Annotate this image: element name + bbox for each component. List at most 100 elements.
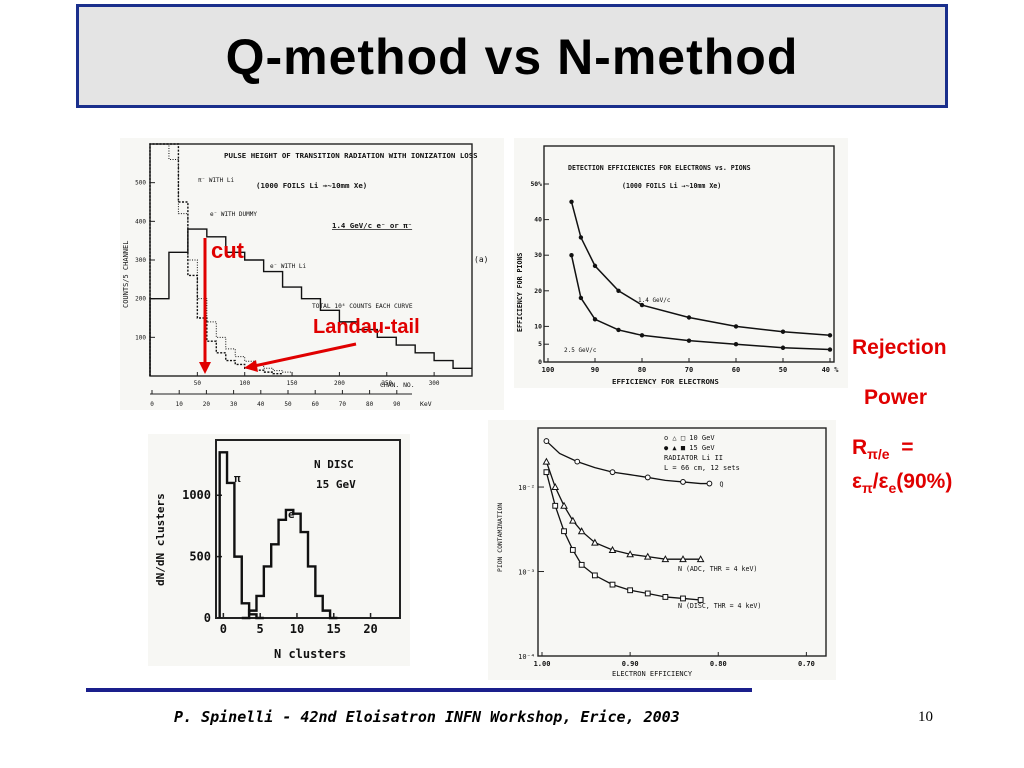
- c4-point: [578, 561, 585, 568]
- c4-point: [697, 597, 704, 603]
- page-number: 10: [918, 709, 933, 725]
- c4-series-line: [545, 472, 701, 601]
- chart1-panel-label: (a): [474, 255, 488, 264]
- c1-x2tick-label: 10: [176, 401, 184, 408]
- c1-series-line: [149, 228, 472, 376]
- c1-xtick-label: 50: [194, 380, 202, 387]
- efficiency-chart: DETECTION EFFICIENCIES FOR ELECTRONS vs.…: [516, 145, 840, 386]
- footer-rule: [86, 688, 752, 692]
- c4-point: [542, 457, 551, 465]
- legend-e-with-li: e⁻ WITH Li: [270, 263, 307, 270]
- c4-point: [644, 590, 651, 597]
- c1-ytick-label: 400: [135, 218, 146, 225]
- c4-point: [569, 547, 576, 553]
- c1-x2tick-label: 80: [366, 401, 374, 408]
- c2-point: [780, 345, 786, 350]
- c2-point: [616, 327, 621, 333]
- cut-label: cut: [211, 238, 245, 263]
- chart1-note: 1.4 GeV/c e⁻ or π⁻: [332, 221, 412, 230]
- chart1-subtitle: (1000 FOILS Li →~10mm Xe): [256, 181, 367, 190]
- c1-x2tick-label: 60: [312, 401, 320, 408]
- c2-xtick-label: 70: [685, 366, 693, 374]
- title-box: Q-method vs N-method: [76, 4, 948, 108]
- c4-point: [680, 595, 686, 602]
- chart3-subtitle: 15 GeV: [316, 478, 356, 491]
- c2-ytick-label: 50%: [530, 180, 542, 188]
- c1-xtick-label: 100: [239, 380, 250, 387]
- c3-series-line: [218, 451, 264, 620]
- c3-ytick-label: 1000: [182, 488, 211, 502]
- c3-xtick-label: 20: [363, 622, 377, 636]
- c4-point: [543, 469, 550, 476]
- c4-series-label: N (DISC, THR = 4 keV): [678, 602, 761, 610]
- c4-point: [643, 552, 652, 560]
- c2-ytick-label: 5: [538, 340, 542, 348]
- c4-point: [591, 572, 598, 579]
- c4-point: [609, 469, 616, 476]
- n-disc-chart: N DISC 15 GeV dN/dN clusters N clusters …: [154, 439, 401, 661]
- c2-xtick-label: 90: [591, 366, 599, 374]
- c4-point: [680, 479, 686, 485]
- chart2-title: DETECTION EFFICIENCIES FOR ELECTRONS vs.…: [568, 164, 751, 172]
- c1-x2tick-label: 70: [339, 401, 347, 408]
- chart3-xlabel: N clusters: [274, 647, 346, 661]
- chart1-note2: TOTAL 10⁴ COUNTS EACH CURVE: [312, 303, 413, 310]
- c4-series-label: Q: [719, 481, 723, 489]
- c2-point: [578, 295, 584, 301]
- c4-ytick-label: 10⁻³: [518, 569, 535, 577]
- c4-series-line: [545, 461, 701, 560]
- c2-point: [569, 199, 574, 204]
- chart1-title: PULSE HEIGHT OF TRANSITION RADIATION WIT…: [224, 151, 478, 160]
- n-disc-figure: N DISC 15 GeV dN/dN clusters N clusters …: [148, 434, 410, 666]
- c3-xtick-label: 0: [220, 622, 227, 636]
- c2-point: [733, 324, 739, 329]
- c4-point: [552, 502, 559, 509]
- efficiency-figure: DETECTION EFFICIENCIES FOR ELECTRONS vs.…: [514, 138, 848, 388]
- c4-series-label: N (ADC, THR = 4 keV): [678, 565, 757, 573]
- c3-series-line: [241, 508, 338, 620]
- c1-x2tick-label: 20: [203, 401, 211, 408]
- pion-contamination-figure: o △ □ 10 GeV ● ▲ ■ 15 GeV RADIATOR Li II…: [488, 420, 836, 680]
- c1-ytick-label: 500: [135, 180, 146, 187]
- c4-point: [577, 527, 586, 535]
- ratio-label: Rπ/e =: [852, 436, 914, 463]
- chart4-subtitle2: L = 66 cm, 12 sets: [664, 464, 740, 472]
- c2-xtick-label: 40 %: [822, 366, 840, 374]
- c2-point: [578, 235, 584, 240]
- chart3-label-e: e: [288, 508, 295, 521]
- c3-ytick-label: 0: [204, 611, 211, 625]
- c2-series-line: [570, 255, 831, 351]
- chart4-subtitle: RADIATOR Li II: [664, 454, 723, 462]
- c4-point: [561, 528, 567, 535]
- chart1-xlabel: CHAN. NO.: [380, 381, 415, 389]
- c1-x2tick-label: 0: [150, 401, 154, 408]
- c4-point: [626, 550, 634, 558]
- c3-xtick-label: 5: [257, 622, 264, 636]
- c1-x2tick-label: 90: [393, 401, 401, 408]
- c4-point: [706, 480, 713, 487]
- chart4-legend-1: o △ □ 10 GeV: [664, 434, 715, 442]
- rejection-label: Rejection: [852, 336, 947, 359]
- c1-x2tick-label: 40: [257, 401, 265, 408]
- c2-point: [592, 263, 598, 269]
- c2-point: [592, 317, 598, 322]
- c1-x2tick-label: 30: [230, 401, 238, 408]
- chart4-ylabel: PION CONTAMINATION: [496, 503, 504, 572]
- chart3-title: N DISC: [314, 458, 354, 471]
- c1-ytick-label: 300: [135, 257, 146, 264]
- c2-series-line: [570, 201, 831, 337]
- chart4-legend-2: ● ▲ ■ 15 GeV: [664, 444, 715, 452]
- c1-xtick-label: 200: [334, 380, 345, 387]
- c3-xtick-label: 15: [327, 622, 341, 636]
- c2-point: [616, 288, 621, 293]
- c3-xtick-label: 10: [290, 622, 304, 636]
- c4-point: [591, 538, 599, 546]
- c4-series-line: [545, 440, 710, 485]
- landau-arrow: [253, 342, 357, 368]
- c4-point: [569, 516, 577, 524]
- pulse-height-figure: COUNTS/5 CHANNEL PULSE HEIGHT OF TRANSIT…: [120, 138, 504, 410]
- c2-xtick-label: 80: [638, 366, 646, 374]
- c4-point: [627, 587, 634, 594]
- c2-ytick-label: 10: [534, 322, 542, 330]
- c4-point: [574, 458, 581, 465]
